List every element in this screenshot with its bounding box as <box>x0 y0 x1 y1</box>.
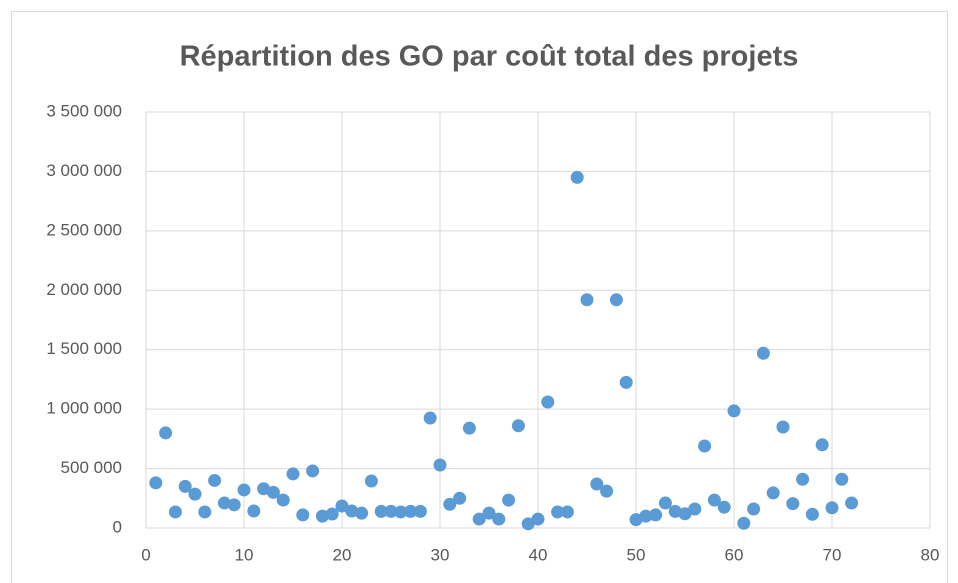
point <box>178 479 192 493</box>
point <box>433 458 447 472</box>
point <box>698 439 712 453</box>
point <box>335 499 349 513</box>
point <box>678 507 692 521</box>
x-tick-label: 40 <box>529 545 548 564</box>
point <box>835 472 849 486</box>
point <box>845 496 859 510</box>
y-tick-label: 1 500 000 <box>46 339 122 358</box>
point <box>198 505 212 519</box>
chart-title: Répartition des GO par coût total des pr… <box>180 41 799 73</box>
point <box>227 498 241 512</box>
point <box>149 476 163 490</box>
y-tick-label: 1 000 000 <box>46 399 122 418</box>
point <box>747 502 761 516</box>
point <box>159 426 173 440</box>
point <box>511 419 525 433</box>
point <box>825 501 839 515</box>
x-tick-label: 50 <box>627 545 646 564</box>
point <box>257 482 271 496</box>
point <box>266 485 280 499</box>
y-tick-label: 2 500 000 <box>46 220 122 239</box>
point <box>551 505 565 519</box>
y-tick-label: 3 000 000 <box>46 161 122 180</box>
point <box>521 517 535 531</box>
point <box>619 375 633 389</box>
point <box>737 516 751 530</box>
x-tick-label: 20 <box>333 545 352 564</box>
point <box>658 496 672 510</box>
point <box>805 507 819 521</box>
point <box>492 512 506 526</box>
point <box>453 491 467 505</box>
chart-frame <box>11 11 948 583</box>
point <box>796 472 810 486</box>
y-tick-label: 3 500 000 <box>46 101 122 120</box>
point <box>276 493 290 507</box>
point <box>502 493 516 507</box>
point <box>815 438 829 452</box>
point <box>786 497 800 511</box>
point <box>717 500 731 514</box>
y-tick-label: 500 000 <box>61 458 122 477</box>
point <box>590 477 604 491</box>
point <box>580 293 594 307</box>
point <box>649 508 663 522</box>
x-tick-label: 80 <box>921 545 940 564</box>
point <box>600 484 614 498</box>
point <box>629 513 643 527</box>
point <box>286 467 300 481</box>
point <box>208 473 222 487</box>
point <box>217 496 231 510</box>
point <box>374 504 388 518</box>
point <box>472 512 486 526</box>
point <box>541 395 555 409</box>
point <box>296 508 310 522</box>
x-tick-label: 0 <box>141 545 150 564</box>
point <box>364 474 378 488</box>
point <box>727 404 741 418</box>
point <box>247 504 261 518</box>
point <box>531 512 545 526</box>
x-tick-label: 70 <box>823 545 842 564</box>
y-tick-label: 0 <box>113 517 122 536</box>
point <box>345 504 359 518</box>
point <box>776 420 790 434</box>
point <box>462 421 476 435</box>
point <box>688 502 702 516</box>
point <box>413 504 427 518</box>
point <box>355 506 369 520</box>
x-tick-label: 10 <box>235 545 254 564</box>
point <box>315 509 329 523</box>
point <box>639 509 653 523</box>
point <box>404 504 418 518</box>
point <box>668 504 682 518</box>
point <box>394 505 408 519</box>
point <box>188 487 202 501</box>
point <box>609 293 623 307</box>
point <box>306 464 320 478</box>
point <box>325 507 339 521</box>
point <box>756 346 770 360</box>
point <box>168 505 182 519</box>
point <box>766 486 780 500</box>
point <box>384 504 398 518</box>
y-tick-label: 2 000 000 <box>46 280 122 299</box>
point <box>237 483 251 497</box>
point <box>560 505 574 519</box>
point <box>482 506 496 520</box>
x-tick-label: 60 <box>725 545 744 564</box>
point <box>443 497 457 511</box>
point <box>570 170 584 184</box>
x-tick-label: 30 <box>431 545 450 564</box>
point <box>707 493 721 507</box>
point <box>423 411 437 425</box>
